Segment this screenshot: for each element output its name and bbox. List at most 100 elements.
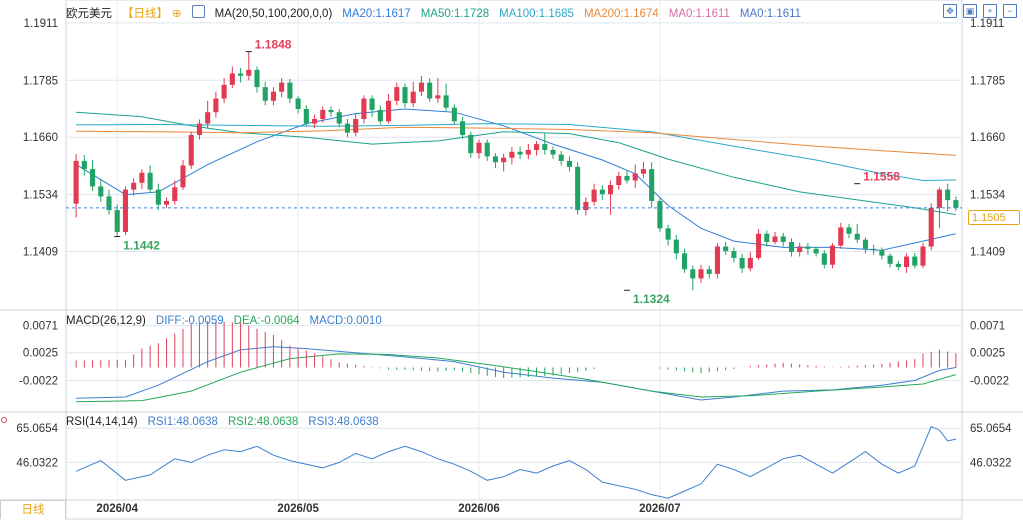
candle-body	[295, 98, 301, 109]
candle-body	[871, 248, 877, 251]
candle-body	[649, 169, 655, 201]
candle-body	[813, 248, 819, 254]
fit-icon[interactable]: ▣	[963, 4, 977, 18]
symbol-label: 欧元美元	[66, 8, 112, 20]
candle-body	[262, 87, 268, 101]
candle-body	[682, 253, 688, 270]
ma-value-0: MA20:1.1617	[342, 8, 411, 20]
series-line-ma50	[76, 111, 956, 216]
candle-body	[320, 109, 326, 120]
price-tick-label-left-1: 1.1785	[23, 75, 58, 87]
candle-body	[608, 185, 614, 195]
price-tick-label-left-2: 1.1660	[23, 132, 58, 144]
candle-body	[558, 154, 564, 161]
price-tick-label-right-1: 1.1785	[970, 75, 1005, 87]
candle-body	[640, 169, 646, 174]
candle-body	[953, 200, 959, 208]
candle-body	[435, 95, 441, 99]
rsi-params-label: RSI(14,14,14)	[66, 416, 138, 428]
candle-body	[739, 257, 745, 269]
candle-body	[928, 207, 934, 247]
candle-body	[657, 200, 663, 229]
candle-body	[838, 227, 844, 246]
candle-body	[196, 123, 202, 135]
candle-body	[583, 201, 589, 211]
candle-body	[509, 151, 515, 158]
chart-toolbar: ✥ ▣ + −	[943, 4, 1017, 18]
price-header: 欧元美元 【日线】 ⊕ MA(20,50,100,200,0,0) MA20:1.161…	[66, 4, 821, 21]
candle-body	[369, 98, 375, 110]
candle-body	[665, 228, 671, 240]
candle-body	[90, 169, 96, 187]
candle-body	[114, 210, 120, 232]
candle-body	[846, 227, 852, 234]
period-label[interactable]: 【日线】	[122, 8, 168, 20]
candle-body	[155, 189, 161, 205]
candle-body	[936, 189, 942, 208]
macd-tick-label-left-0: 0.0071	[23, 321, 58, 333]
ma-value-5: MA0:1.1611	[739, 8, 802, 20]
candle-body	[73, 160, 79, 204]
candle-body	[221, 84, 227, 99]
candle-body	[945, 189, 951, 201]
candle-body	[780, 236, 786, 242]
add-indicator-icon[interactable]: ⊕	[172, 8, 182, 20]
macd-value-1: DEA:-0.0064	[233, 315, 300, 327]
candle-body	[328, 109, 334, 113]
candle-body	[879, 250, 885, 256]
candle-body	[591, 189, 597, 202]
x-tick-label-3: 2026/07	[639, 503, 681, 515]
candle-body	[377, 109, 383, 122]
price-tick-label-right-2: 1.1660	[970, 132, 1005, 144]
x-tick-label-0: 2026/04	[96, 503, 138, 515]
candle-body	[106, 196, 112, 211]
candle-body	[895, 263, 901, 268]
candle-body	[887, 255, 893, 264]
candle-body	[550, 149, 556, 155]
candle-body	[344, 123, 350, 133]
macd-tick-label-right-2: -0.0022	[970, 375, 1009, 387]
annotation-label-3: 1.1558	[863, 170, 900, 184]
candle-body	[147, 172, 153, 190]
candle-body	[229, 73, 235, 85]
rsi-tick-label-left-0: 65.0654	[16, 423, 58, 435]
candle-body	[624, 175, 630, 181]
macd-value-0: DIFF:-0.0059	[155, 315, 224, 327]
candle-body	[361, 98, 367, 120]
candle-body	[386, 100, 392, 122]
candle-body	[468, 134, 474, 154]
price-annotations: 1.1848 1.1442 1.1324 1.1558	[1, 38, 962, 423]
rsi-tick-label-left-1: 46.0322	[16, 457, 58, 469]
candle-body	[402, 87, 408, 104]
candle-body	[98, 186, 104, 197]
ma-settings-icon[interactable]	[191, 5, 205, 18]
candle-body	[772, 236, 778, 242]
zoom-in-icon[interactable]: +	[983, 4, 997, 18]
series-line-ma20	[75, 108, 957, 251]
move-icon[interactable]: ✥	[943, 4, 957, 18]
ma-value-1: MA50:1.1728	[420, 8, 490, 20]
ma-value-2: MA100:1.1685	[499, 8, 574, 20]
candle-body	[797, 246, 803, 252]
rsi-marker-icon	[1, 417, 7, 423]
candle-body	[336, 112, 342, 124]
period-tab-daily[interactable]: 日线	[0, 500, 66, 519]
price-tick-label-left-0: 1.1911	[24, 18, 58, 30]
candle-body	[542, 144, 548, 150]
candle-body	[312, 119, 318, 124]
candle-body	[180, 165, 186, 188]
rsi-tick-label-right-0: 65.0654	[970, 423, 1012, 435]
candle-body	[476, 142, 482, 154]
rsi-value-1: RSI2:48.0638	[227, 416, 299, 428]
zoom-out-icon[interactable]: −	[1003, 4, 1017, 18]
macd-value-2: MACD:0.0010	[309, 315, 382, 327]
candle-body	[172, 187, 178, 201]
price-candles	[73, 51, 959, 291]
annotation-label-2: 1.1324	[633, 292, 670, 306]
candle-body	[246, 69, 252, 76]
macd-histogram	[75, 321, 957, 379]
candle-body	[427, 82, 433, 99]
candle-body	[616, 175, 622, 186]
